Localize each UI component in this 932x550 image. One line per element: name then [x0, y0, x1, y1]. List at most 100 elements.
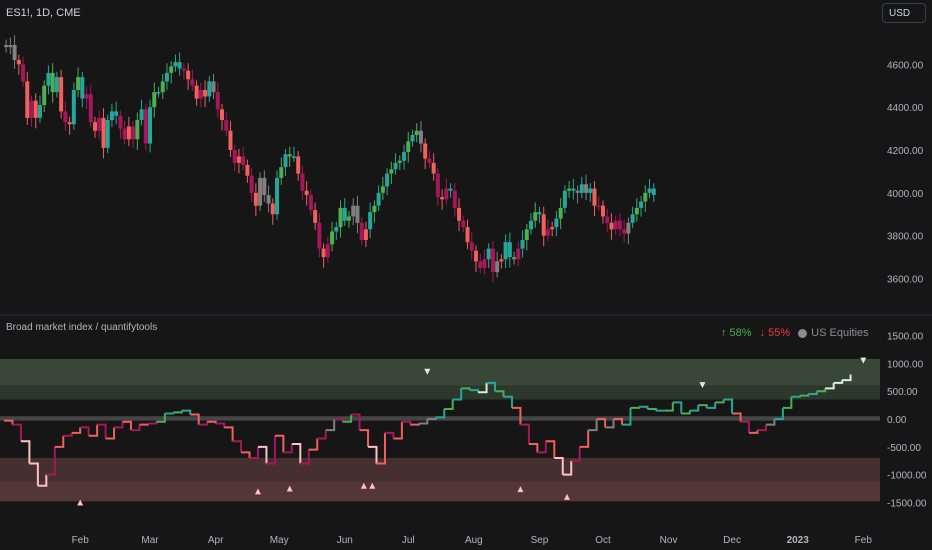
currency-button[interactable]: USD	[882, 3, 926, 23]
candle-body	[287, 154, 292, 157]
candle-body	[402, 152, 407, 161]
indicator-segment	[20, 440, 31, 464]
indicator-segment	[63, 432, 73, 437]
candle-body	[76, 77, 81, 90]
candle-body	[448, 188, 453, 191]
candle-body	[431, 162, 436, 174]
indicator-segment	[520, 423, 530, 445]
indicator-segment	[571, 446, 581, 462]
candle-body	[617, 220, 622, 230]
legend-down-pct: ↓ 55%	[759, 327, 791, 339]
indicator-segment	[300, 449, 310, 465]
indicator-segment	[596, 418, 607, 428]
candle-body	[143, 109, 148, 144]
candle-body	[224, 120, 229, 131]
candle-body	[512, 257, 517, 260]
candle-body	[25, 81, 30, 118]
indicator-segment	[351, 413, 361, 431]
indicator-segment	[249, 446, 259, 459]
candle-body	[393, 162, 398, 170]
candle-body	[524, 229, 529, 240]
price-y-tick: 3600.00	[887, 275, 924, 286]
candle-body	[207, 81, 212, 97]
candle-body	[418, 130, 423, 144]
candle-body	[482, 259, 487, 268]
indicator-segment	[664, 402, 674, 412]
candle-body	[537, 212, 542, 215]
indicator-y-tick: -1500.00	[887, 498, 927, 509]
candle-body	[651, 188, 656, 195]
indicator-segment	[393, 421, 403, 440]
candle-body	[109, 111, 114, 120]
series-dot-icon	[798, 328, 808, 338]
candle-body	[139, 109, 144, 120]
signal-up-arrow-icon	[517, 486, 524, 493]
candle-body	[169, 66, 174, 73]
legend-series[interactable]: US Equities	[798, 327, 869, 339]
candle-body	[211, 81, 216, 93]
indicator-segment	[376, 432, 386, 465]
indicator-y-tick: 1500.00	[887, 332, 924, 343]
indicator-segment	[274, 434, 285, 453]
signal-up-arrow-icon	[563, 493, 570, 500]
candle-body	[253, 192, 258, 206]
indicator-segment	[605, 419, 615, 429]
indicator-segment	[46, 446, 56, 476]
signal-down-arrow-icon	[860, 357, 867, 364]
price-y-tick: 4400.00	[887, 103, 924, 114]
indicator-segment	[308, 438, 319, 451]
candle-body	[279, 167, 284, 178]
indicator-segment	[613, 418, 624, 425]
candle-body	[97, 117, 102, 131]
indicator-segment	[647, 407, 657, 411]
indicator-segment	[825, 382, 835, 390]
candle-body	[236, 156, 241, 163]
candle-body	[342, 207, 347, 221]
price-candles	[4, 35, 656, 283]
price-y-tick: 3800.00	[887, 232, 924, 243]
indicator-segment	[147, 421, 158, 425]
candle-body	[473, 250, 478, 262]
candle-body	[639, 201, 644, 208]
indicator-segment	[401, 420, 412, 425]
candle-body	[42, 85, 47, 105]
candle-body	[275, 177, 280, 215]
indicator-segment	[173, 410, 183, 414]
legend-up-pct: ↑ 58%	[721, 327, 752, 339]
legend-series-label: US Equities	[811, 327, 869, 339]
candle-body	[571, 188, 576, 191]
candle-body	[198, 90, 203, 99]
price-y-tick: 4600.00	[887, 60, 924, 71]
candle-body	[351, 205, 356, 217]
candle-body	[283, 154, 288, 168]
candle-body	[190, 79, 195, 86]
candle-body	[325, 244, 330, 258]
candle-body	[372, 205, 377, 213]
candle-body	[444, 188, 449, 200]
candle-body	[520, 240, 525, 249]
symbol-label[interactable]: ES1!, 1D, CME	[6, 7, 81, 19]
indicator-y-tick: 0.00	[887, 415, 907, 426]
indicator-segment	[291, 443, 302, 464]
candle-body	[266, 195, 271, 204]
price-y-tick: 4000.00	[887, 189, 924, 200]
candle-body	[529, 220, 534, 230]
candle-body	[397, 160, 402, 163]
candle-body	[105, 120, 110, 148]
candle-body	[177, 62, 182, 69]
candle-body	[588, 188, 593, 193]
indicator-title[interactable]: Broad market index / quantifytools	[6, 322, 158, 333]
indicator-segment	[452, 388, 463, 401]
indicator-segment	[791, 395, 801, 398]
candle-body	[122, 128, 127, 140]
candle-body	[490, 248, 495, 273]
candle-body	[50, 72, 55, 93]
candle-body	[160, 81, 165, 93]
candle-body	[321, 248, 326, 258]
indicator-segment	[198, 421, 209, 426]
signal-up-arrow-icon	[77, 499, 84, 506]
indicator-segment	[410, 423, 420, 426]
candle-body	[554, 218, 559, 228]
candle-body	[567, 188, 572, 191]
